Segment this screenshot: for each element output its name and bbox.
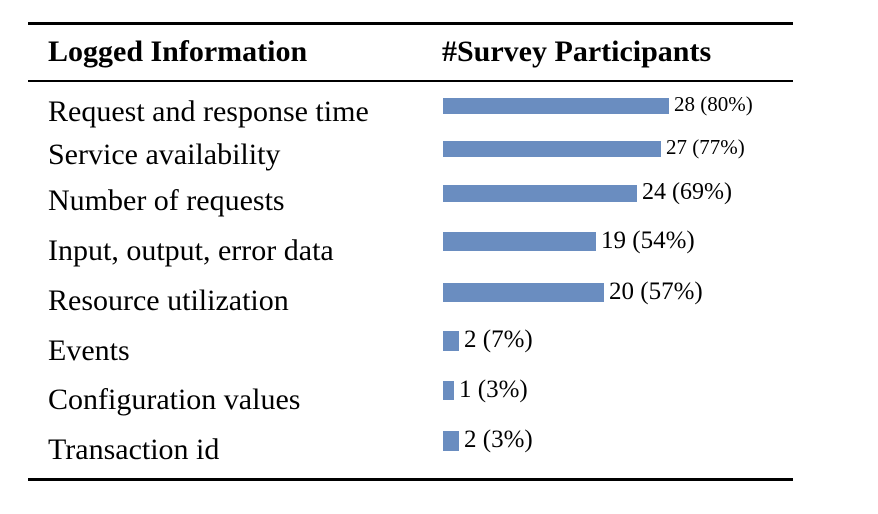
bar-data-label: 28 (80%) xyxy=(674,92,753,117)
row-label: Input, output, error data xyxy=(48,234,334,267)
row-label: Events xyxy=(48,334,130,367)
table-top-rule xyxy=(28,22,793,25)
bar xyxy=(443,431,459,451)
column-header-logged-information: Logged Information xyxy=(48,35,308,68)
bar xyxy=(443,331,459,351)
row-label: Configuration values xyxy=(48,383,301,416)
bar-data-label: 20 (57%) xyxy=(609,277,703,305)
bar xyxy=(443,98,669,114)
row-label: Service availability xyxy=(48,138,281,171)
bar-data-label: 1 (3%) xyxy=(459,375,528,403)
bar-data-label: 24 (69%) xyxy=(642,179,732,206)
bar xyxy=(443,185,637,202)
column-header-survey-participants: #Survey Participants xyxy=(442,35,712,68)
bar-data-label: 2 (7%) xyxy=(464,326,533,354)
row-label: Resource utilization xyxy=(48,284,289,317)
bar-data-label: 27 (77%) xyxy=(666,135,745,160)
bar-data-label: 19 (54%) xyxy=(601,226,695,254)
row-label: Transaction id xyxy=(48,433,220,466)
table-bottom-rule xyxy=(28,478,793,481)
bar xyxy=(443,283,604,302)
bar xyxy=(443,232,596,251)
bar xyxy=(443,381,454,400)
row-label: Request and response time xyxy=(48,95,369,128)
bar-data-label: 2 (3%) xyxy=(464,426,533,454)
table-header-rule xyxy=(28,80,793,82)
row-label: Number of requests xyxy=(48,184,285,217)
bar xyxy=(443,141,661,157)
